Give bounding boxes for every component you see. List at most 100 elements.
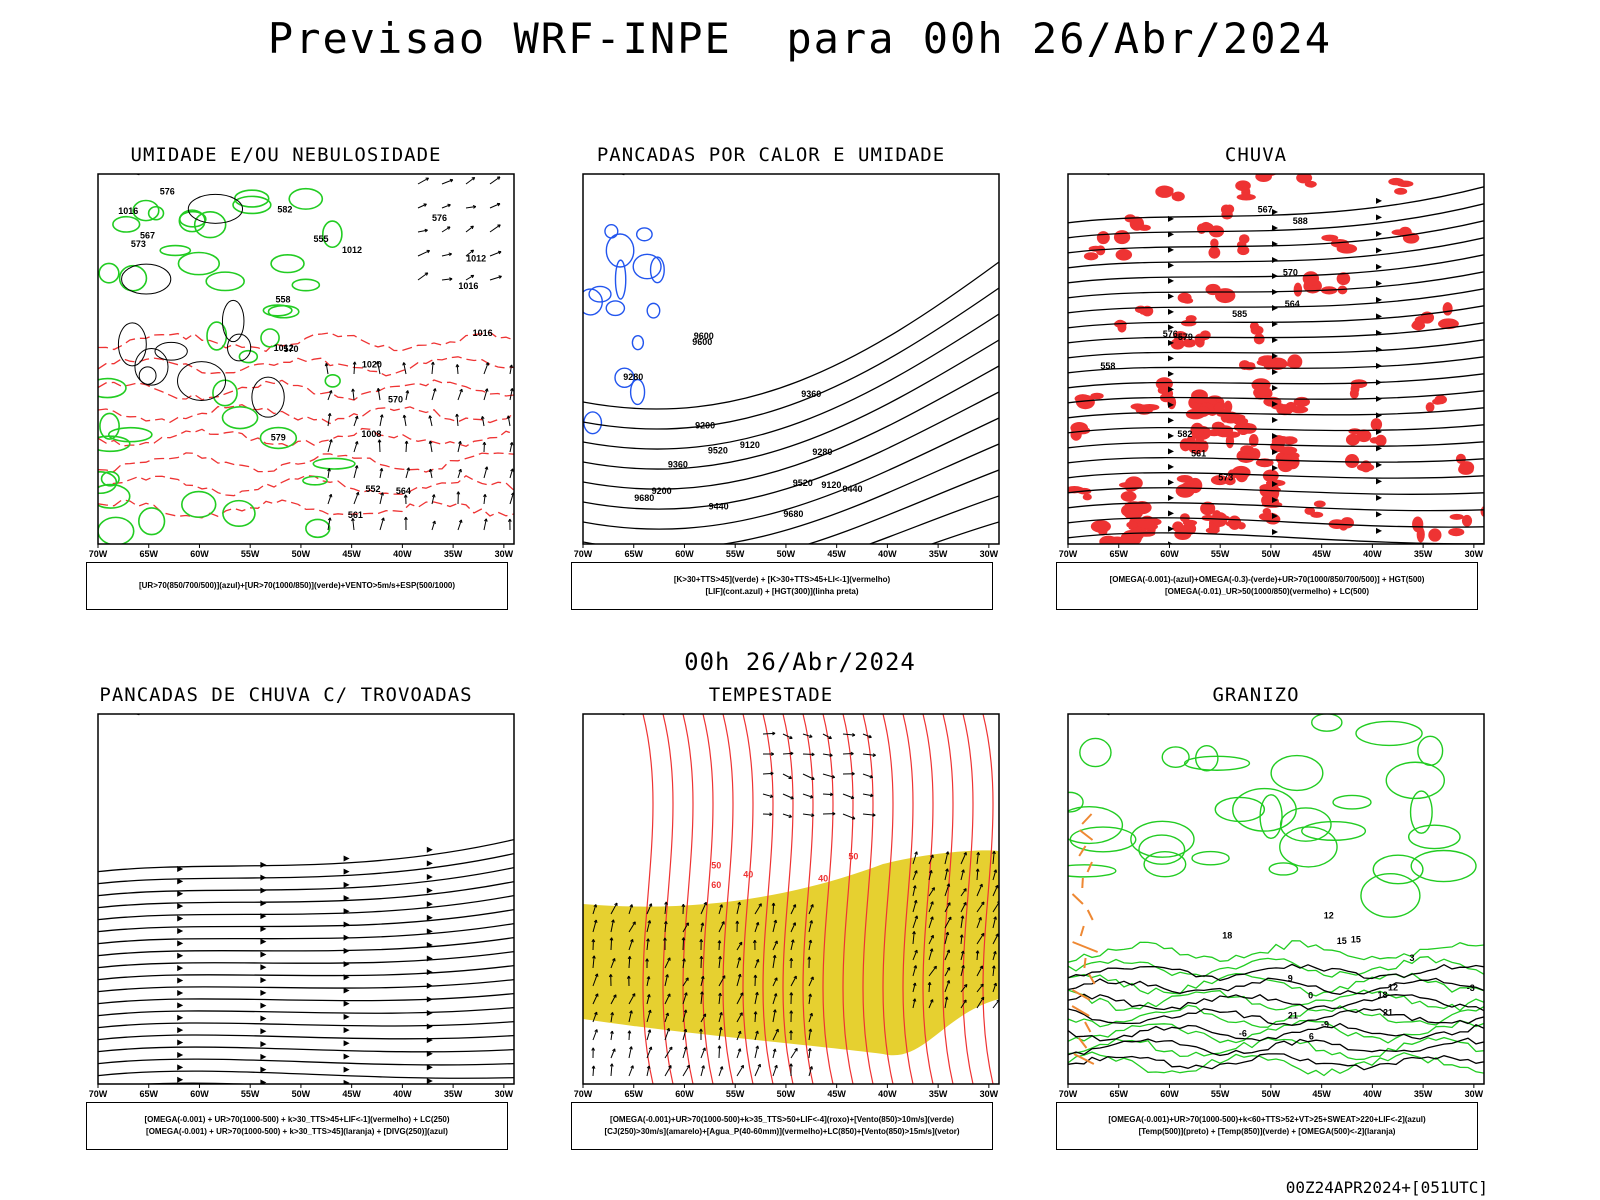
wind-vector-head (631, 993, 636, 997)
streamline (1068, 203, 1484, 239)
wind-vector-head (630, 938, 634, 943)
lon-tick-label: 70W (89, 549, 108, 559)
flow-arrow (1376, 511, 1382, 518)
wind-vector (790, 904, 796, 915)
wind-vector-head (792, 904, 797, 908)
flow-arrow (426, 1009, 433, 1016)
flow-arrow (260, 1066, 267, 1073)
wind-vector (944, 932, 949, 945)
streamline (1068, 305, 1484, 329)
contour-label: 573 (131, 239, 146, 249)
thickness-contour (98, 331, 514, 353)
rain-fill-red (1130, 403, 1145, 410)
temp850-contour (1194, 744, 1219, 772)
rain-fill-red (1428, 528, 1442, 542)
wind-vector (509, 442, 513, 453)
omega500-orange (1079, 925, 1085, 937)
wind-vector (754, 992, 758, 1005)
humidity-contour-green (181, 490, 217, 519)
flow-arrow (1168, 262, 1174, 269)
rain-fill-red (1175, 483, 1195, 498)
wind-vector (465, 249, 474, 257)
wind-vector (610, 919, 614, 933)
rain-fill-red (1438, 318, 1459, 330)
wind-vector-head (327, 517, 332, 521)
lon-tick-label: 30W (495, 549, 514, 559)
wind-vector (992, 885, 999, 897)
flow-arrow (260, 938, 267, 945)
flow-arrow (1376, 280, 1382, 287)
map-frame (1067, 713, 1485, 1085)
flow-arrow (1168, 479, 1174, 486)
wind-vector-head (948, 916, 952, 921)
flow-arrow (426, 1037, 433, 1044)
contour-label: 570 (388, 395, 403, 405)
field-layer (56, 712, 514, 1084)
rain-fill-red (1205, 283, 1221, 296)
temp850-contour (1311, 714, 1343, 732)
wind-vector (610, 937, 613, 951)
wind-vector-head (612, 1048, 616, 1052)
lon-tick-label: 40W (878, 1089, 897, 1099)
wind-vector (772, 1028, 779, 1041)
flow-arrow (1376, 412, 1382, 419)
lc850-contour (782, 714, 794, 1084)
wind-vector (457, 441, 461, 453)
wind-vector-head (630, 1065, 634, 1069)
rain-fill-red (1293, 282, 1303, 297)
wind-vector (431, 520, 436, 531)
wind-vector-head (960, 950, 965, 954)
coastline-west (56, 712, 96, 714)
temp850-contour (1068, 791, 1084, 813)
rain-fill-red (1126, 521, 1139, 529)
omega500-orange (1083, 957, 1087, 969)
streamline (1068, 356, 1484, 374)
hgt300-contour (929, 521, 999, 544)
humidity-contour-green (259, 426, 298, 450)
contour-label: 18 (1378, 990, 1388, 1000)
wind-vector (664, 1046, 673, 1059)
temp850-contour (1191, 850, 1230, 866)
wind-vector (802, 813, 815, 816)
wind-vector (912, 885, 916, 897)
rain-fill-red (1282, 453, 1292, 465)
legend-line: [OMEGA(-0.001) + UR>70(1000-500) + k>30_… (144, 1115, 450, 1124)
wind-vector-head (591, 939, 596, 943)
humidity-contour-green (132, 199, 160, 222)
wind-vector (960, 950, 964, 961)
rain-fill-red (1170, 338, 1185, 350)
wind-vector-head (735, 920, 740, 924)
contour-label: 9600 (692, 337, 712, 347)
wind-vector (912, 931, 915, 945)
wind-vector-head (961, 869, 965, 873)
flow-arrow (177, 1076, 184, 1083)
lon-tick-label: 55W (241, 549, 260, 559)
wind-vector-head (772, 1048, 777, 1052)
lon-tick-label: 35W (444, 549, 463, 559)
wind-vector-head (402, 362, 406, 366)
wind-vector (928, 854, 934, 865)
wind-vector-head (683, 1009, 688, 1013)
panel-legend: [OMEGA(-0.001) + UR>70(1000-500) + k>30_… (86, 1102, 508, 1150)
wind-vector-head (912, 931, 916, 935)
streamline (98, 838, 514, 873)
wind-vector-head (610, 1012, 615, 1016)
rain-fill-red (1307, 181, 1316, 188)
rain-fill-red (1449, 513, 1464, 520)
wind-vector-head (663, 937, 667, 941)
rain-fill-red (1233, 417, 1249, 426)
wind-vector-head (755, 1030, 759, 1034)
wind-vector (377, 388, 381, 401)
flow-arrow (1272, 385, 1278, 391)
wind-vector (976, 917, 982, 929)
hgt300-contour (868, 495, 999, 544)
wind-vector (489, 251, 502, 257)
wind-vector (992, 982, 997, 993)
wind-vector-head (351, 388, 355, 392)
contour-label: 9200 (652, 486, 672, 496)
rain-fill-red (1240, 445, 1254, 454)
wind-vector-head (470, 249, 475, 254)
humidity-contour-green (178, 209, 206, 233)
wind-vector (992, 965, 995, 977)
wind-vector (489, 275, 502, 281)
